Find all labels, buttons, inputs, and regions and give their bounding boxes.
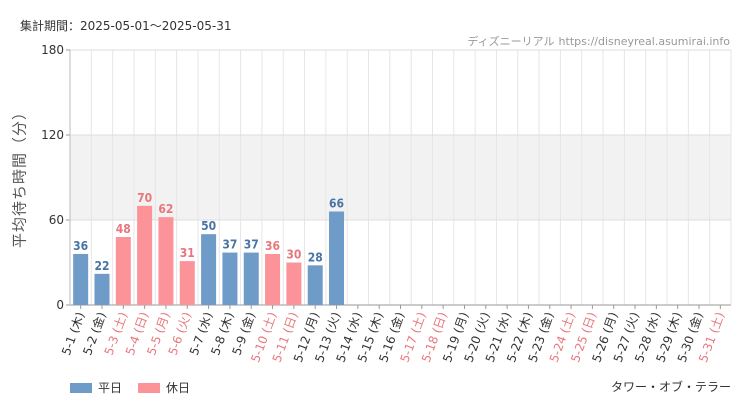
- bar-value-label: 36: [265, 239, 280, 253]
- bar[interactable]: [179, 261, 195, 305]
- bar[interactable]: [222, 252, 238, 305]
- bar[interactable]: [265, 254, 281, 305]
- bar[interactable]: [137, 205, 153, 305]
- bar[interactable]: [243, 252, 259, 305]
- legend-swatch-weekday: [70, 382, 92, 393]
- bar[interactable]: [307, 265, 323, 305]
- y-tick-label: 180: [41, 43, 64, 57]
- bar-value-label: 70: [137, 191, 152, 205]
- bar-value-label: 28: [308, 250, 323, 264]
- bar[interactable]: [73, 254, 89, 305]
- y-tick-label: 120: [41, 128, 64, 142]
- bar-value-label: 37: [222, 238, 237, 252]
- y-tick-label: 0: [56, 298, 64, 312]
- site-credit[interactable]: ディズニーリアル https://disneyreal.asumirai.info: [467, 33, 730, 49]
- bar-value-label: 22: [94, 259, 109, 273]
- bar[interactable]: [286, 262, 302, 306]
- bar-value-label: 37: [244, 238, 259, 252]
- period-label: 集計期間：2025-05-01〜2025-05-31: [20, 19, 232, 33]
- bar[interactable]: [94, 273, 110, 305]
- site-name: ディズニーリアル: [467, 35, 555, 48]
- bar-value-label: 30: [286, 248, 301, 262]
- legend: 平日 休日: [70, 379, 206, 396]
- legend-item-weekday[interactable]: 平日: [70, 379, 122, 396]
- shaded-band: [70, 135, 731, 220]
- bar[interactable]: [329, 211, 345, 306]
- legend-swatch-holiday: [138, 382, 161, 393]
- bar-value-label: 36: [73, 239, 88, 253]
- legend-label-weekday: 平日: [98, 381, 123, 395]
- legend-label-holiday: 休日: [166, 381, 191, 395]
- bar[interactable]: [158, 217, 174, 305]
- bar-value-label: 48: [116, 222, 131, 236]
- bar-value-label: 50: [201, 219, 216, 233]
- y-tick-label: 60: [49, 213, 64, 227]
- bar-value-label: 66: [329, 197, 344, 211]
- bar[interactable]: [115, 237, 131, 305]
- bar-value-label: 62: [158, 202, 173, 216]
- legend-item-holiday[interactable]: 休日: [138, 379, 190, 396]
- bar-value-label: 31: [180, 246, 195, 260]
- attraction-name: タワー・オブ・テラー: [610, 380, 731, 394]
- bar[interactable]: [201, 234, 217, 305]
- site-url[interactable]: https://disneyreal.asumirai.info: [558, 35, 730, 48]
